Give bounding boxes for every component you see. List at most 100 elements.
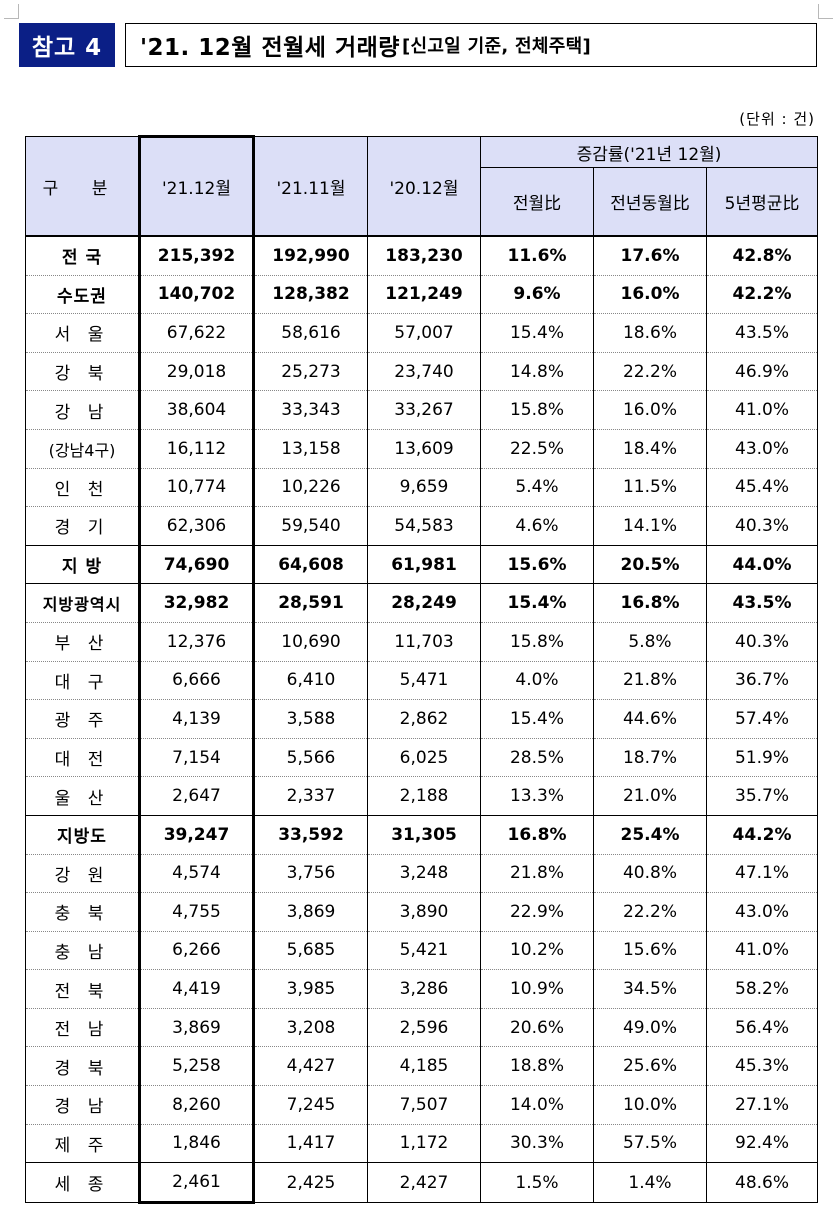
dec-2020-cell: 57,007 <box>367 313 481 353</box>
avg5y-cell: 47.1% <box>705 854 819 894</box>
mom-cell: 18.8% <box>480 1046 594 1087</box>
dec-2021-cell: 215,392 <box>138 234 255 276</box>
nov-2021-cell: 7,245 <box>253 1085 368 1125</box>
avg5y-cell: 57.4% <box>705 699 819 739</box>
dec-2020-cell: 6,025 <box>367 738 481 778</box>
nov-2021-cell: 28,591 <box>253 583 368 623</box>
dec-2021-cell: 62,306 <box>138 506 255 546</box>
header-dec-2021: '21.12월 <box>138 135 255 237</box>
avg5y-cell: 44.0% <box>705 545 819 585</box>
dec-2020-cell: 13,609 <box>367 429 481 469</box>
table-row: 충 남 6,266 5,685 5,421 10.2% 15.6% 41.0% <box>25 931 819 971</box>
yoy-cell: 34.5% <box>593 969 707 1009</box>
table-row: 부 산 12,376 10,690 11,703 15.8% 5.8% 40.3% <box>25 622 819 662</box>
mom-cell: 11.6% <box>480 234 594 276</box>
table-row: 서 울 67,622 58,616 57,007 15.4% 18.6% 43.5% <box>25 313 819 353</box>
yoy-cell: 16.8% <box>593 583 707 623</box>
avg5y-cell: 40.3% <box>705 506 819 546</box>
dec-2020-cell: 4,185 <box>367 1046 481 1087</box>
mom-cell: 9.6% <box>480 275 594 315</box>
avg5y-cell: 40.3% <box>705 622 819 662</box>
dec-2020-cell: 121,249 <box>367 275 481 315</box>
header-dec-2020: '20.12월 <box>367 136 481 237</box>
region-cell: 수도권 <box>25 275 140 315</box>
nov-2021-cell: 33,343 <box>253 390 368 430</box>
avg5y-cell: 43.5% <box>705 313 819 353</box>
table-row: 강 북 29,018 25,273 23,740 14.8% 22.2% 46.9% <box>25 352 819 392</box>
nov-2021-cell: 192,990 <box>253 234 368 276</box>
yoy-cell: 16.0% <box>593 275 707 315</box>
nov-2021-cell: 3,869 <box>253 892 368 932</box>
dec-2020-cell: 2,427 <box>367 1162 481 1203</box>
nov-2021-cell: 3,756 <box>253 854 368 894</box>
dec-2020-cell: 31,305 <box>367 815 481 855</box>
dec-2021-cell: 29,018 <box>138 352 255 392</box>
avg5y-cell: 44.2% <box>705 815 819 855</box>
header-yoy: 전년동월比 <box>593 167 707 237</box>
yoy-cell: 16.0% <box>593 390 707 430</box>
yoy-cell: 25.6% <box>593 1046 707 1087</box>
dec-2020-cell: 2,862 <box>367 699 481 739</box>
avg5y-cell: 92.4% <box>705 1124 819 1164</box>
yoy-cell: 40.8% <box>593 854 707 894</box>
nov-2021-cell: 3,208 <box>253 1008 368 1048</box>
dec-2020-cell: 28,249 <box>367 583 481 623</box>
table-row: 인 천 10,774 10,226 9,659 5.4% 11.5% 45.4% <box>25 468 819 508</box>
reference-label: 참고 4 <box>19 23 115 67</box>
table-row: 경 북 5,258 4,427 4,185 18.8% 25.6% 45.3% <box>25 1046 819 1087</box>
table-row: 광 주 4,139 3,588 2,862 15.4% 44.6% 57.4% <box>25 699 819 739</box>
avg5y-cell: 43.0% <box>705 429 819 469</box>
table-row: 전 북 4,419 3,985 3,286 10.9% 34.5% 58.2% <box>25 969 819 1009</box>
nov-2021-cell: 59,540 <box>253 506 368 546</box>
yoy-cell: 18.6% <box>593 313 707 353</box>
mom-cell: 30.3% <box>480 1124 594 1164</box>
nov-2021-cell: 128,382 <box>253 275 368 315</box>
region-cell: 세 종 <box>25 1162 140 1203</box>
yoy-cell: 18.4% <box>593 429 707 469</box>
dec-2021-cell: 38,604 <box>138 390 255 430</box>
dec-2021-cell: 6,266 <box>138 931 255 971</box>
avg5y-cell: 58.2% <box>705 969 819 1009</box>
dec-2021-cell: 2,461 <box>138 1162 255 1204</box>
nov-2021-cell: 1,417 <box>253 1124 368 1164</box>
dec-2021-cell: 3,869 <box>138 1008 255 1048</box>
table-row: 지 방 74,690 64,608 61,981 15.6% 20.5% 44.0% <box>25 545 819 585</box>
region-cell: 전 북 <box>25 969 140 1009</box>
dec-2020-cell: 7,507 <box>367 1085 481 1125</box>
dec-2021-cell: 4,139 <box>138 699 255 739</box>
nov-2021-cell: 25,273 <box>253 352 368 392</box>
yoy-cell: 22.2% <box>593 352 707 392</box>
dec-2021-cell: 140,702 <box>138 275 255 315</box>
dec-2020-cell: 61,981 <box>367 545 481 585</box>
yoy-cell: 17.6% <box>593 234 707 276</box>
region-cell: 전 국 <box>25 234 140 276</box>
dec-2020-cell: 183,230 <box>367 234 481 276</box>
header-region: 구 분 <box>25 136 140 237</box>
dec-2021-cell: 1,846 <box>138 1124 255 1164</box>
yoy-cell: 20.5% <box>593 545 707 585</box>
avg5y-cell: 45.3% <box>705 1046 819 1087</box>
avg5y-cell: 43.5% <box>705 583 819 623</box>
nov-2021-cell: 33,592 <box>253 815 368 855</box>
mom-cell: 15.8% <box>480 622 594 662</box>
nov-2021-cell: 2,425 <box>253 1162 368 1203</box>
region-cell: 경 남 <box>25 1085 140 1125</box>
region-cell: 울 산 <box>25 776 140 816</box>
dec-2021-cell: 39,247 <box>138 815 255 855</box>
dec-2021-cell: 12,376 <box>138 622 255 662</box>
yoy-cell: 15.6% <box>593 931 707 971</box>
region-cell: 강 원 <box>25 854 140 894</box>
yoy-cell: 14.1% <box>593 506 707 546</box>
dec-2020-cell: 5,421 <box>367 931 481 971</box>
avg5y-cell: 27.1% <box>705 1085 819 1125</box>
dec-2020-cell: 54,583 <box>367 506 481 546</box>
page-corner-mark-left <box>4 4 19 19</box>
table-row: 제 주 1,846 1,417 1,172 30.3% 57.5% 92.4% <box>25 1124 819 1164</box>
region-cell: 부 산 <box>25 622 140 662</box>
region-cell: 제 주 <box>25 1124 140 1164</box>
table-row: 강 남 38,604 33,343 33,267 15.8% 16.0% 41.0% <box>25 390 819 430</box>
mom-cell: 15.6% <box>480 545 594 585</box>
region-cell: 지방도 <box>25 815 140 855</box>
dec-2021-cell: 6,666 <box>138 661 255 701</box>
nov-2021-cell: 2,337 <box>253 776 368 816</box>
